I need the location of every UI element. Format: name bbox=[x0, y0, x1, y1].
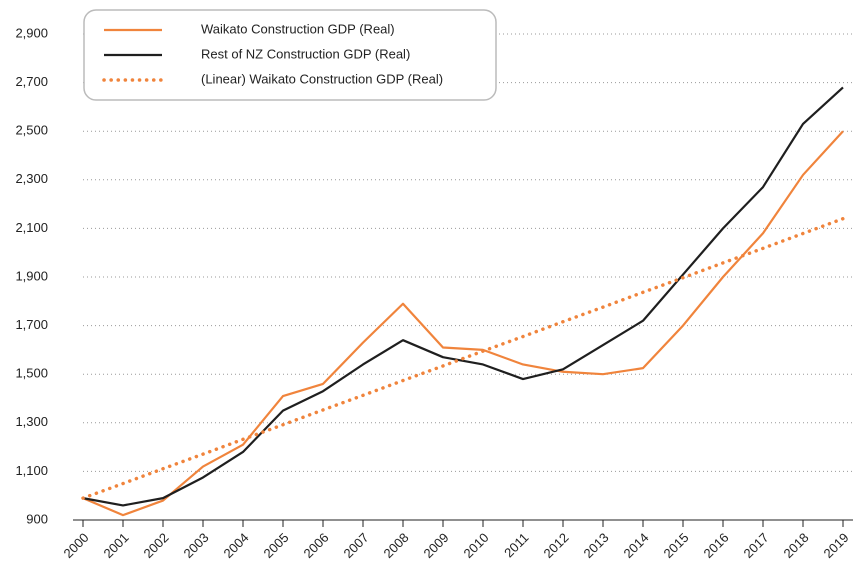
y-tick-label: 2,500 bbox=[15, 123, 48, 138]
legend-label: Waikato Construction GDP (Real) bbox=[201, 21, 395, 36]
y-tick-label: 2,300 bbox=[15, 171, 48, 186]
y-tick-label: 1,300 bbox=[15, 414, 48, 429]
x-tick-label: 2017 bbox=[740, 530, 771, 561]
x-tick-label: 2007 bbox=[340, 530, 371, 561]
x-tick-label: 2008 bbox=[380, 530, 411, 561]
y-tick-label: 1,900 bbox=[15, 268, 48, 283]
y-tick-label: 2,900 bbox=[15, 25, 48, 40]
y-tick-label: 1,100 bbox=[15, 463, 48, 478]
y-tick-label: 2,100 bbox=[15, 220, 48, 235]
x-tick-label: 2004 bbox=[220, 530, 251, 561]
x-tick-label: 2000 bbox=[60, 530, 91, 561]
x-tick-label: 2015 bbox=[660, 530, 691, 561]
y-tick-label: 900 bbox=[26, 511, 48, 526]
x-tick-label: 2009 bbox=[420, 530, 451, 561]
x-tick-label: 2005 bbox=[260, 530, 291, 561]
x-tick-label: 2002 bbox=[140, 530, 171, 561]
x-tick-label: 2012 bbox=[540, 530, 571, 561]
y-tick-label: 1,700 bbox=[15, 317, 48, 332]
x-tick-label: 2010 bbox=[460, 530, 491, 561]
x-tick-label: 2003 bbox=[180, 530, 211, 561]
y-tick-label: 2,700 bbox=[15, 74, 48, 89]
x-tick-label: 2001 bbox=[100, 530, 131, 561]
x-tick-label: 2013 bbox=[580, 530, 611, 561]
x-tick-label: 2016 bbox=[700, 530, 731, 561]
x-tick-label: 2018 bbox=[780, 530, 811, 561]
legend-box bbox=[83, 9, 497, 101]
x-tick-label: 2011 bbox=[501, 530, 531, 560]
series-line bbox=[81, 216, 845, 500]
legend-label: Rest of NZ Construction GDP (Real) bbox=[201, 46, 410, 61]
series-line bbox=[82, 86, 844, 507]
y-tick-label: 1,500 bbox=[15, 366, 48, 381]
series-line bbox=[82, 130, 844, 517]
legend-label: (Linear) Waikato Construction GDP (Real) bbox=[201, 71, 443, 86]
x-tick-label: 2006 bbox=[300, 530, 331, 561]
x-tick-label: 2014 bbox=[620, 530, 651, 561]
x-tick-label: 2019 bbox=[820, 530, 851, 561]
